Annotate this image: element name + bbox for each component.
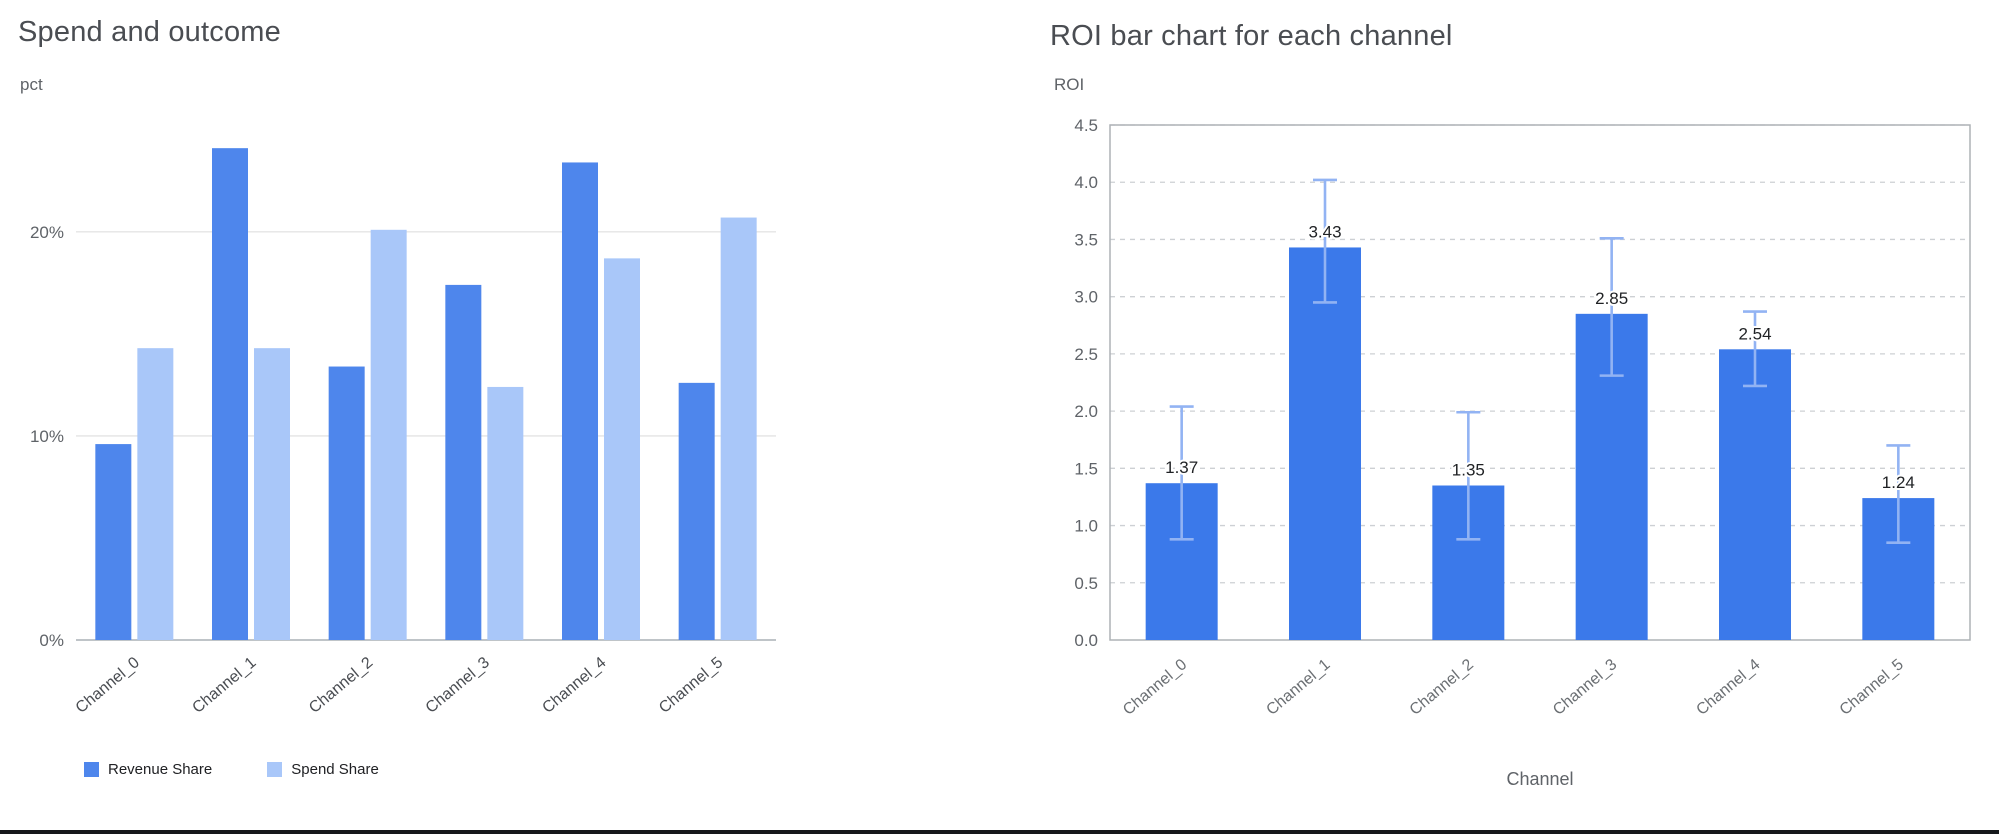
spend-outcome-legend: Revenue Share Spend Share bbox=[84, 761, 804, 778]
x-tick-label: Channel_3 bbox=[1550, 656, 1620, 719]
legend-item: Revenue Share bbox=[84, 761, 212, 778]
y-tick-label: 10% bbox=[30, 427, 64, 446]
y-tick-label: 0% bbox=[39, 631, 64, 650]
bottom-divider bbox=[0, 830, 1999, 834]
bar-revenue-share bbox=[95, 444, 132, 640]
y-tick-label: 1.0 bbox=[1074, 517, 1098, 536]
y-tick-label: 3.5 bbox=[1074, 230, 1098, 249]
y-tick-label: 3.0 bbox=[1074, 288, 1098, 307]
legend-label: Spend Share bbox=[291, 761, 379, 778]
roi-xaxis-title: Channel bbox=[1506, 769, 1573, 789]
x-tick-label: Channel_4 bbox=[1693, 656, 1763, 719]
legend-swatch bbox=[84, 762, 99, 777]
y-tick-label: 0.0 bbox=[1074, 631, 1098, 650]
roi-plot: Channel 0.0 0.5 1.0 1.5 2.0 2.5 3.0 3.5 4.0 4.5 1.… bbox=[1074, 116, 1971, 789]
bar-spend-share bbox=[604, 258, 640, 640]
x-tick-label: Channel_2 bbox=[1407, 656, 1477, 719]
x-tick-label: Channel_4 bbox=[539, 654, 609, 717]
bar-spend-share bbox=[487, 386, 524, 640]
bar-revenue-share bbox=[445, 284, 482, 640]
y-tick-label: 20% bbox=[30, 223, 64, 242]
y-tick-label: 2.5 bbox=[1074, 345, 1098, 364]
bar-revenue-share bbox=[328, 366, 365, 640]
roi-title: ROI bar chart for each channel bbox=[1050, 20, 1453, 52]
x-tick-label: Channel_1 bbox=[1263, 656, 1333, 719]
x-tick-label: Channel_3 bbox=[423, 654, 493, 717]
x-tick-label: Channel_1 bbox=[189, 654, 259, 717]
roi-bar bbox=[1719, 349, 1791, 640]
legend-item: Spend Share bbox=[267, 761, 379, 778]
x-tick-label: Channel_0 bbox=[1120, 656, 1190, 719]
spend-outcome-chart: Spend and outcome pct 0% 10% 20% Channel_0 C… bbox=[14, 8, 804, 778]
spend-outcome-title: Spend and outcome bbox=[18, 16, 281, 48]
roi-ylabel: ROI bbox=[1054, 75, 1085, 94]
bar-spend-share bbox=[370, 229, 407, 641]
legend-label: Revenue Share bbox=[108, 761, 213, 778]
bar-spend-share bbox=[137, 348, 174, 640]
x-tick-label: Channel_5 bbox=[656, 654, 726, 717]
y-tick-label: 0.5 bbox=[1074, 574, 1098, 593]
value-label: 2.54 bbox=[1738, 324, 1771, 343]
value-label: 1.35 bbox=[1452, 461, 1485, 480]
bar-revenue-share bbox=[212, 148, 248, 640]
value-label: 3.43 bbox=[1308, 222, 1341, 241]
x-tick-label: Channel_2 bbox=[306, 654, 376, 717]
y-tick-label: 4.0 bbox=[1074, 173, 1098, 192]
plot-border bbox=[1109, 124, 1971, 641]
value-label: 1.37 bbox=[1165, 458, 1198, 477]
roi-bar bbox=[1289, 247, 1361, 640]
spend-outcome-plot: 0% 10% 20% Channel_0 Channel_1 Channel_2 Chann… bbox=[30, 148, 776, 717]
bar-spend-share bbox=[720, 217, 757, 640]
y-tick-label: 4.5 bbox=[1074, 116, 1098, 135]
value-label: 1.24 bbox=[1882, 473, 1915, 492]
bar-spend-share bbox=[254, 348, 290, 640]
value-label: 2.85 bbox=[1595, 289, 1628, 308]
bar-revenue-share bbox=[562, 162, 598, 640]
y-tick-label: 2.0 bbox=[1074, 402, 1098, 421]
bar-revenue-share bbox=[678, 382, 715, 640]
y-tick-label: 1.5 bbox=[1074, 459, 1098, 478]
spend-outcome-ylabel: pct bbox=[20, 75, 43, 94]
x-tick-label: Channel_0 bbox=[73, 654, 143, 717]
legend-swatch bbox=[267, 762, 283, 777]
x-tick-label: Channel_5 bbox=[1837, 656, 1907, 719]
roi-chart: ROI bar chart for each channel ROI Chann… bbox=[1040, 20, 1990, 800]
